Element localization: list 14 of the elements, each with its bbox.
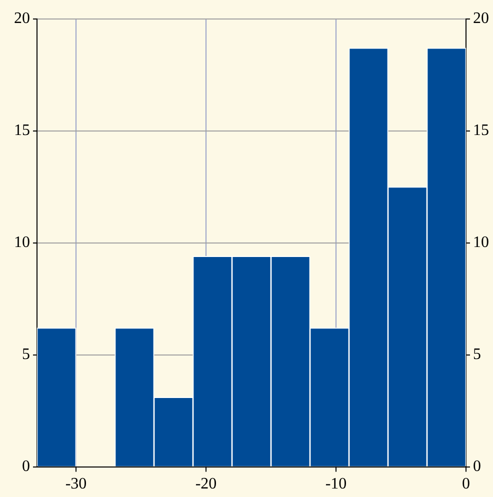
y2-tick-label: 0 — [473, 458, 481, 476]
y2-tick-label: 15 — [473, 122, 489, 140]
x-tick-label: -10 — [325, 476, 347, 493]
y-tick-label: 0 — [22, 458, 30, 476]
y-tick-label: 10 — [14, 234, 30, 252]
y-tick-label: 15 — [14, 122, 30, 140]
y2-tick-label: 20 — [473, 10, 489, 28]
x-tick-label: 0 — [462, 476, 470, 493]
y2-tick-label: 10 — [473, 234, 489, 252]
y2-tick-label: 5 — [473, 346, 481, 364]
x-tick-label: -20 — [195, 476, 217, 493]
x-tick-label: -30 — [65, 476, 87, 493]
y-tick-label: 5 — [22, 346, 30, 364]
y-tick-label: 20 — [14, 10, 30, 28]
